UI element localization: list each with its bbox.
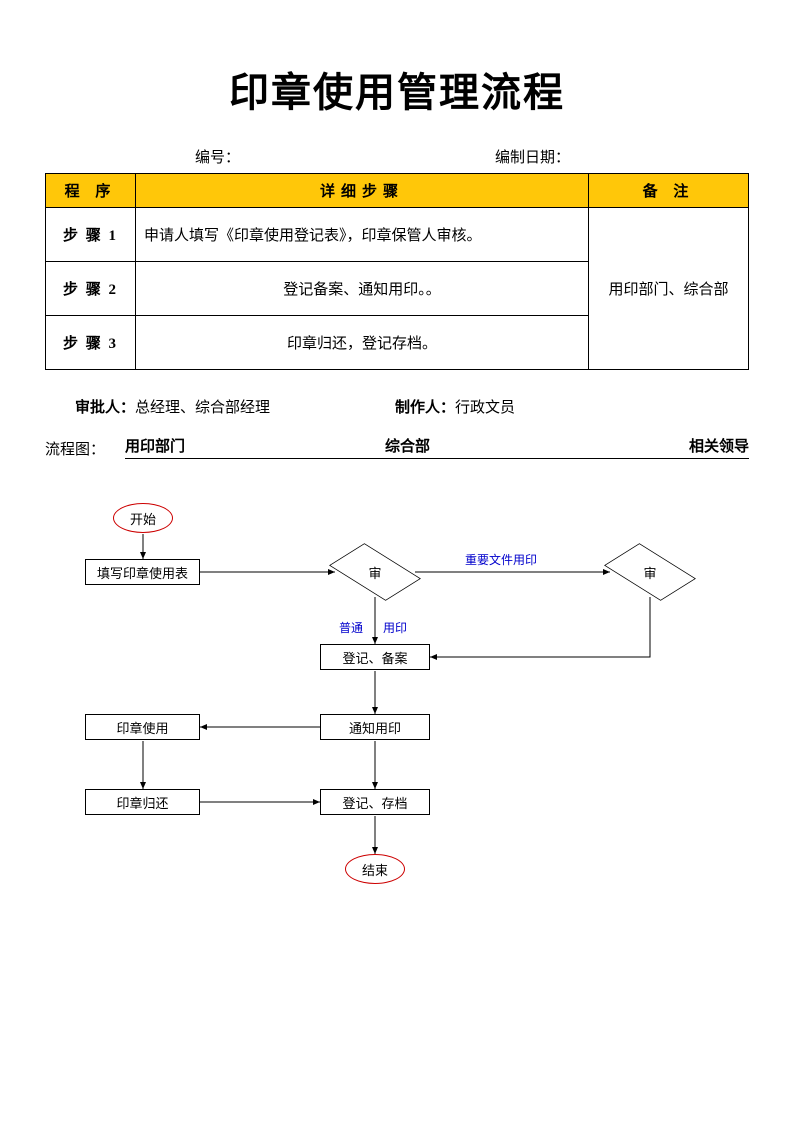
steps-table: 程 序 详细步骤 备 注 步 骤 1 申请人填写《印章使用登记表》，印章保管人审… [45, 173, 749, 370]
th-detail: 详细步骤 [136, 174, 589, 208]
number-label: 编号： [195, 146, 495, 167]
node-notify: 通知用印 [320, 714, 430, 740]
flow-header-label: 流程图： [45, 438, 125, 459]
node-use: 印章使用 [85, 714, 200, 740]
cell-detail-3: 印章归还，登记存档。 [136, 316, 589, 370]
node-start: 开始 [113, 503, 173, 533]
author-value: 行政文员 [455, 400, 515, 416]
cell-detail-1: 申请人填写《印章使用登记表》，印章保管人审核。 [136, 208, 589, 262]
node-register: 登记、备案 [320, 644, 430, 670]
approver-label: 审批人： [75, 400, 135, 416]
cell-note: 用印部门、综合部 [589, 208, 749, 370]
flow-col-2: 综合部 [385, 435, 685, 456]
flow-header: 流程图： 用印部门 综合部 相关领导 [45, 435, 749, 459]
node-review1: 审 [335, 547, 415, 597]
node-archive: 登记、存档 [320, 789, 430, 815]
flowchart: 开始 填写印章使用表 审 审 登记、备案 通知用印 印章使用 印章归还 登记、存… [45, 479, 749, 999]
node-return: 印章归还 [85, 789, 200, 815]
node-fill-form: 填写印章使用表 [85, 559, 200, 585]
node-review2-label: 审 [610, 547, 690, 597]
meta-row: 编号： 编制日期： [45, 146, 749, 167]
cell-proc-3: 步 骤 3 [46, 316, 136, 370]
cell-proc-2: 步 骤 2 [46, 262, 136, 316]
flow-col-3: 相关领导 [685, 435, 749, 456]
date-label: 编制日期： [495, 146, 570, 167]
flow-col-1: 用印部门 [125, 435, 385, 456]
node-review1-label: 审 [335, 547, 415, 597]
page-title: 印章使用管理流程 [45, 60, 749, 118]
edge-label-normal-b: 用印 [383, 619, 407, 636]
edge-label-important: 重要文件用印 [465, 551, 537, 568]
approver-value: 总经理、综合部经理 [135, 400, 270, 416]
author-label: 制作人： [395, 400, 455, 416]
cell-proc-1: 步 骤 1 [46, 208, 136, 262]
approvers-row: 审批人：总经理、综合部经理 制作人：行政文员 [45, 396, 749, 417]
table-row: 步 骤 1 申请人填写《印章使用登记表》，印章保管人审核。 用印部门、综合部 [46, 208, 749, 262]
edge-label-normal-a: 普通 [339, 619, 363, 636]
node-end: 结束 [345, 854, 405, 884]
cell-detail-2: 登记备案、通知用印。。 [136, 262, 589, 316]
th-proc: 程 序 [46, 174, 136, 208]
node-review2: 审 [610, 547, 690, 597]
th-note: 备 注 [589, 174, 749, 208]
table-header-row: 程 序 详细步骤 备 注 [46, 174, 749, 208]
